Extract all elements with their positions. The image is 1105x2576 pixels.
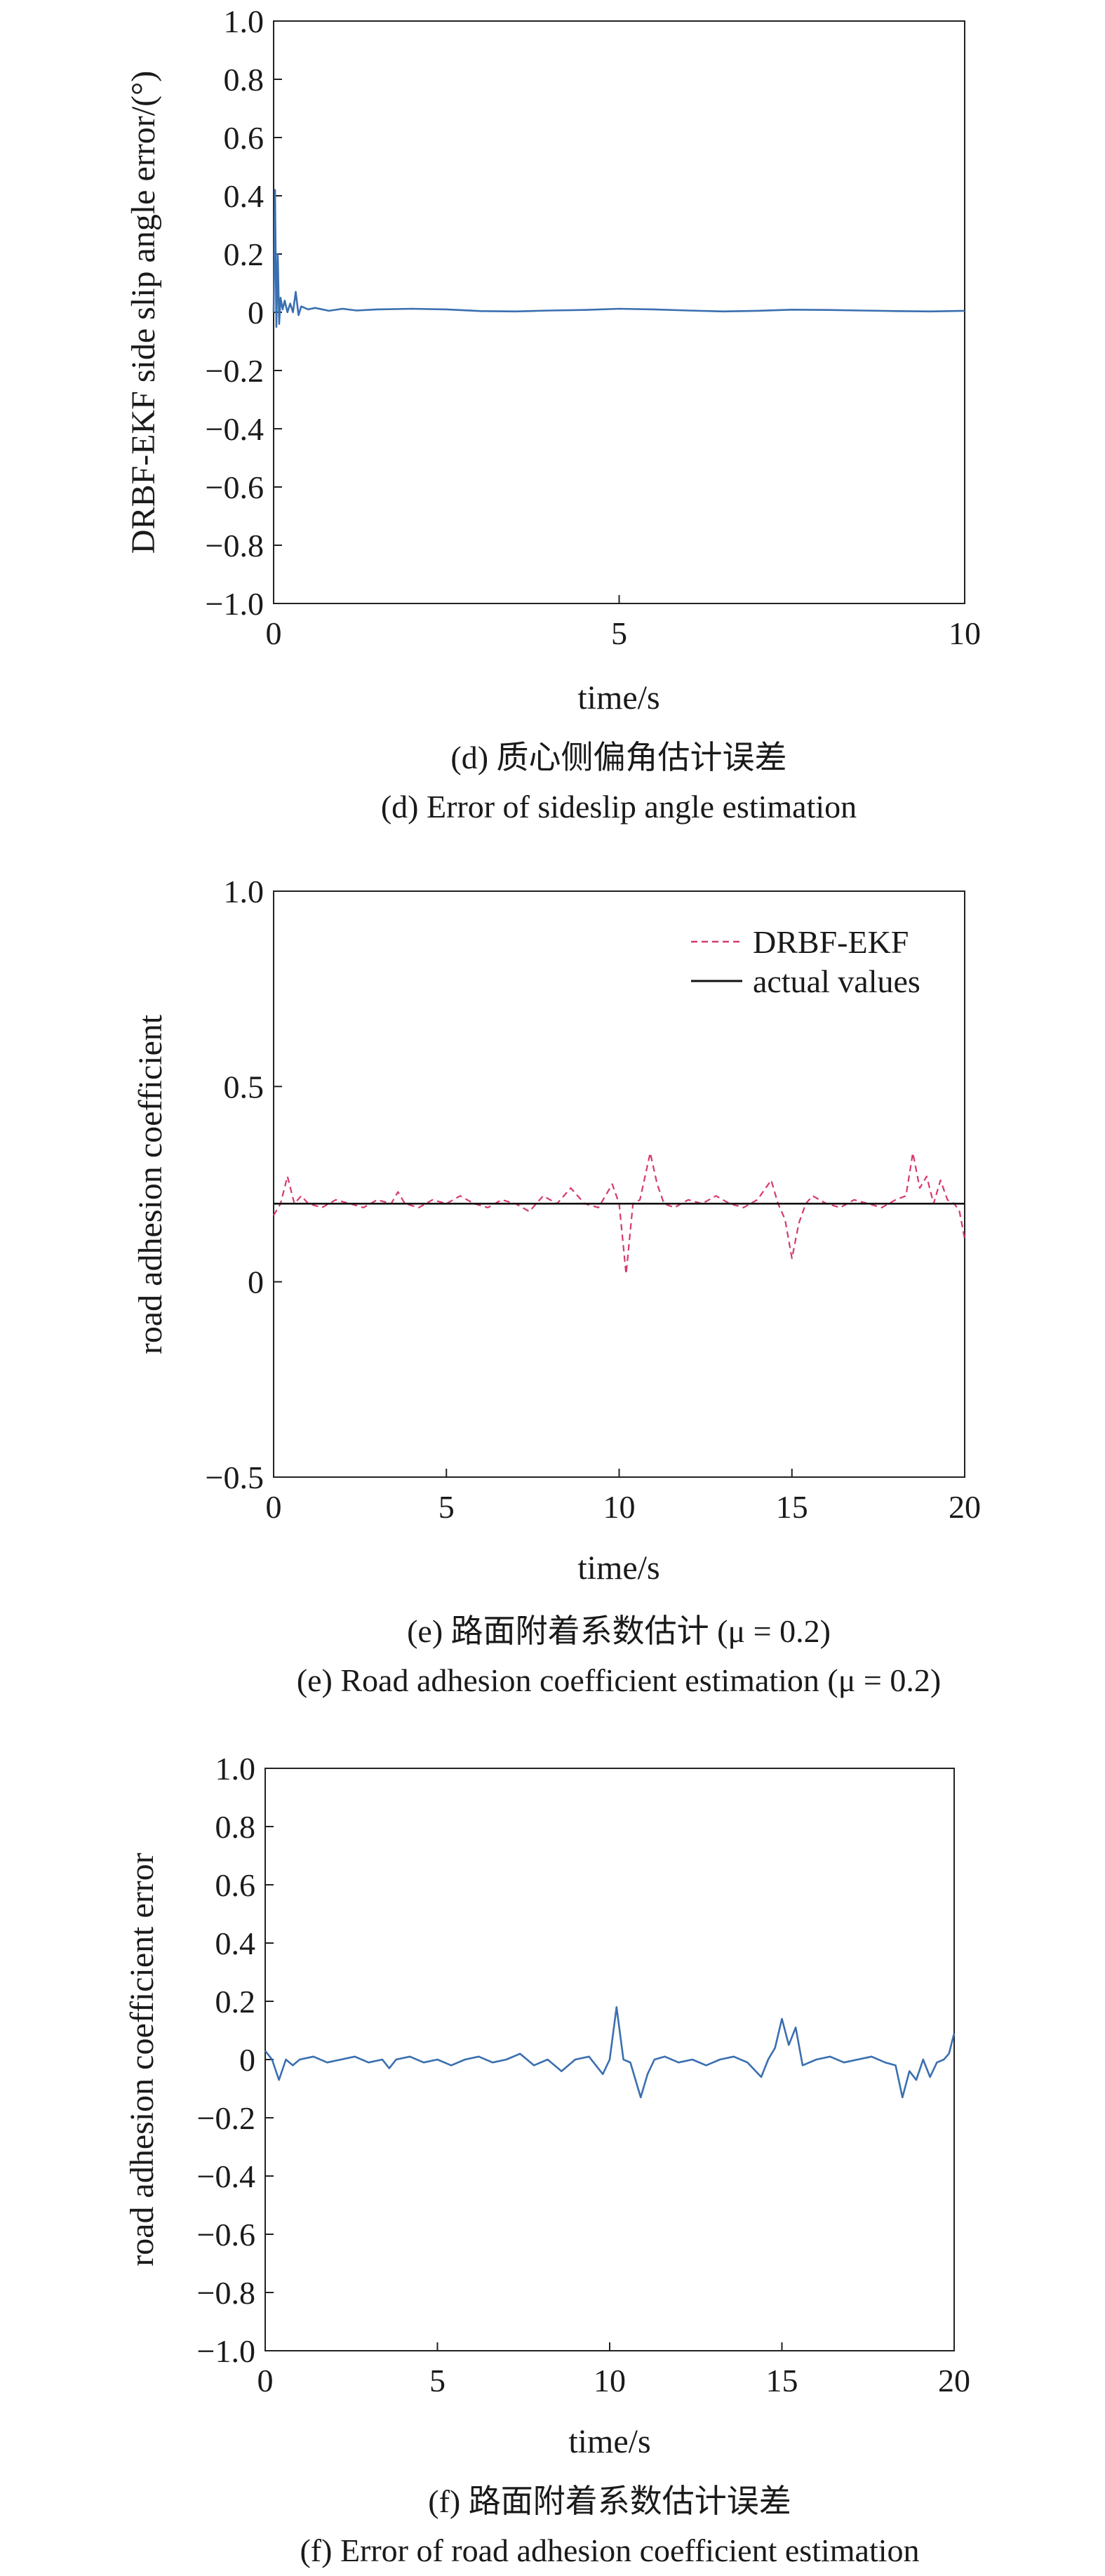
y-tick-label: −0.6 [206, 469, 264, 505]
y-tick-label: 0.4 [215, 1926, 256, 1961]
x-tick-label: 15 [776, 1489, 808, 1525]
x-tick-label: 5 [611, 615, 627, 651]
y-tick-label: 0.4 [224, 178, 264, 214]
caption-cn: (e) 路面附着系数估计 (μ = 0.2) [407, 1613, 831, 1649]
x-tick-label: 0 [257, 2363, 274, 2398]
series-group [272, 189, 965, 328]
x-tick-labels: 0 5 10 15 20 [257, 2363, 971, 2398]
caption-en: (d) Error of sideslip angle estimation [381, 789, 857, 825]
x-tick-labels: 0 5 10 [266, 615, 982, 651]
series-line-drbf-ekf [273, 1152, 966, 1275]
caption-en: (e) Road adhesion coefficient estimation… [297, 1662, 941, 1698]
series-line-0 [264, 2006, 956, 2099]
y-tick-label: −0.8 [206, 528, 264, 563]
x-tick-marks [273, 595, 965, 603]
y-tick-label: 0.8 [215, 1809, 256, 1845]
y-tick-labels: 1.0 0.5 0 −0.5 [206, 874, 264, 1495]
y-tick-label: 1.0 [224, 874, 264, 909]
y-tick-label: −0.4 [197, 2158, 255, 2194]
y-tick-label: −0.8 [197, 2275, 255, 2311]
y-tick-label: 0.8 [224, 62, 264, 98]
y-tick-label: −0.2 [197, 2100, 255, 2136]
caption-en: (f) Error of road adhesion coefficient e… [300, 2532, 919, 2568]
legend: DRBF-EKF actual values [691, 924, 920, 999]
y-tick-label: 0.6 [224, 120, 264, 156]
y-tick-label: −0.2 [206, 353, 264, 389]
y-tick-marks [274, 890, 282, 1478]
chart-panel-e: 1.00.50−0.5 0 5 10 15 20 DRBF-EKF actual val… [132, 874, 981, 1698]
y-tick-marks [274, 20, 282, 604]
x-axis-label: time/s [577, 679, 659, 716]
caption-cn: (d) 质心侧偏角估计误差 [450, 740, 786, 775]
x-tick-label: 15 [766, 2363, 798, 2398]
chart-panel-d: 1.0 0.8 0.6 0.4 0.2 0 −0.2 −0.4 −0.6 −0.8 −1.0 0 5 1… [125, 4, 981, 825]
x-axis-label: time/s [577, 1549, 659, 1587]
y-tick-label: −1.0 [206, 586, 264, 622]
y-tick-label: 0 [248, 1264, 264, 1300]
y-tick-label: −0.6 [197, 2217, 255, 2253]
y-tick-label: 0.5 [224, 1069, 264, 1105]
y-tick-label: 0.6 [215, 1867, 256, 1903]
series-group [273, 1152, 966, 1275]
chart-panel-f: 1.0 0.8 0.6 0.4 0.2 0 −0.2 −0.4 −0.6 −0.8 −1.0 0 5 1… [123, 1751, 970, 2568]
y-tick-label: 1.0 [215, 1751, 256, 1787]
y-tick-label: −0.5 [206, 1460, 264, 1495]
x-tick-label: 0 [266, 1489, 282, 1525]
legend-label-drbf-ekf: DRBF-EKF [753, 924, 909, 960]
y-axis-label: DRBF-EKF side slip angle error/(°) [125, 71, 162, 554]
x-tick-marks [273, 1469, 965, 1477]
y-tick-marks [265, 1768, 274, 2351]
y-tick-label: 0.2 [215, 1984, 256, 2020]
caption-cn: (f) 路面附着系数估计误差 [428, 2483, 791, 2519]
x-tick-labels: 0 5 10 15 20 [266, 1489, 982, 1525]
x-tick-label: 10 [594, 2363, 626, 2398]
y-tick-label: 0.2 [224, 236, 264, 272]
y-tick-labels: 1.0 0.8 0.6 0.4 0.2 0 −0.2 −0.4 −0.6 −0.8 −1.0 [206, 4, 264, 622]
x-tick-marks [264, 2342, 955, 2351]
x-axis-label: time/s [568, 2423, 650, 2460]
y-tick-label: 0 [239, 2042, 255, 2078]
x-tick-label: 0 [266, 615, 282, 651]
y-axis-label: road adhesion coefficient error [123, 1853, 161, 2267]
y-tick-label: −0.4 [206, 411, 264, 447]
x-tick-label: 10 [949, 615, 981, 651]
legend-label-actual-values: actual values [753, 963, 920, 999]
series-group [264, 2006, 956, 2099]
x-tick-label: 10 [603, 1489, 636, 1525]
x-tick-label: 20 [949, 1489, 981, 1525]
y-tick-label: 1.0 [224, 4, 264, 39]
y-axis-label: road adhesion coefficient [132, 1014, 169, 1354]
x-tick-label: 5 [438, 1489, 455, 1525]
plot-frame [273, 20, 965, 604]
y-tick-label: 0 [248, 295, 264, 331]
x-tick-label: 20 [938, 2363, 970, 2398]
x-tick-label: 5 [429, 2363, 446, 2398]
y-tick-label: −1.0 [197, 2333, 255, 2369]
y-tick-labels: 1.0 0.8 0.6 0.4 0.2 0 −0.2 −0.4 −0.6 −0.8 −1.0 [197, 1751, 255, 2369]
series-line-0 [272, 189, 965, 328]
